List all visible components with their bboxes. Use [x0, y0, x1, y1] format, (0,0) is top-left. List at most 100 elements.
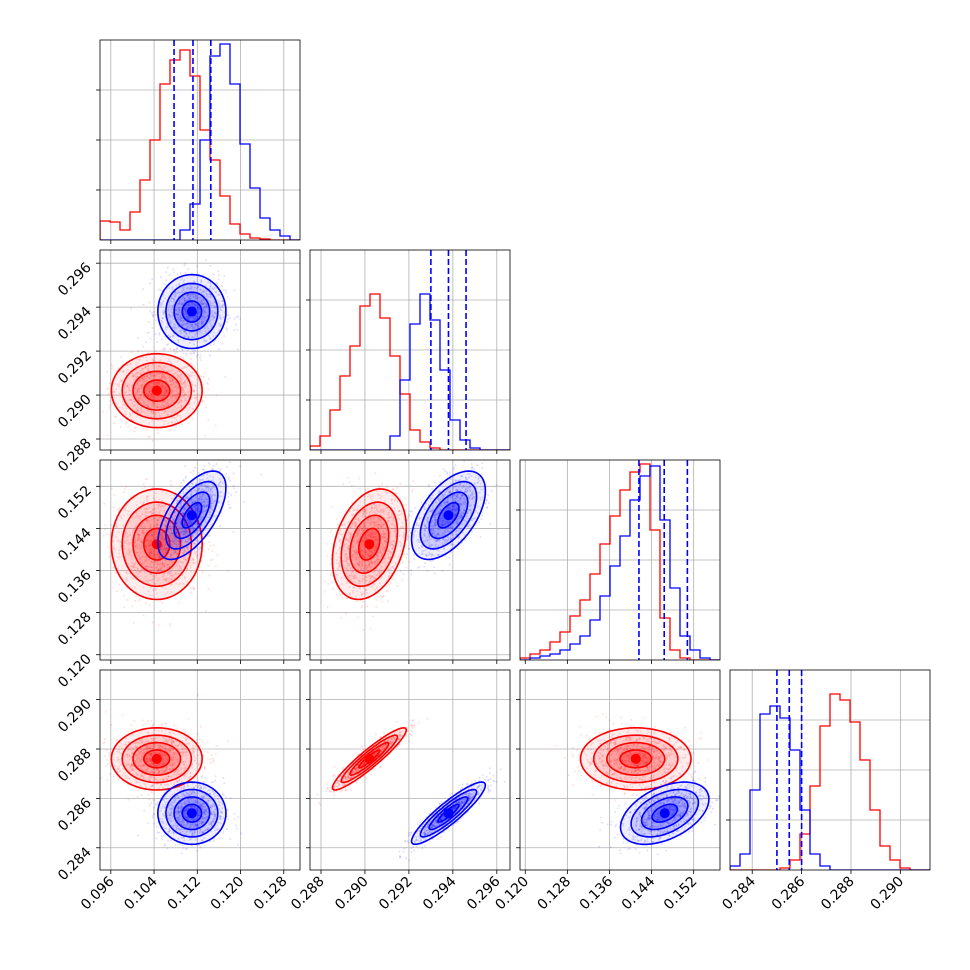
scatter-point: [201, 500, 204, 503]
scatter-point: [353, 490, 356, 493]
scatter-point: [179, 314, 182, 317]
scatter-point: [170, 572, 173, 575]
scatter-point: [368, 531, 371, 534]
scatter-point: [192, 586, 195, 589]
scatter-point: [239, 317, 242, 320]
scatter-point: [185, 505, 188, 508]
scatter-point: [204, 396, 207, 399]
scatter-point: [213, 316, 216, 319]
scatter-point: [391, 517, 394, 520]
scatter-point: [201, 478, 204, 481]
scatter-point: [370, 554, 373, 557]
scatter-point: [137, 384, 140, 387]
scatter-point: [132, 375, 135, 378]
scatter-point: [384, 546, 387, 549]
scatter-point: [349, 536, 352, 539]
scatter-point: [363, 556, 366, 559]
scatter-point: [142, 527, 145, 530]
scatter-point: [399, 482, 402, 485]
scatter-point: [173, 552, 176, 555]
scatter-point: [123, 605, 126, 608]
scatter-point: [208, 513, 211, 516]
scatter-point: [198, 320, 201, 323]
scatter-point: [183, 519, 186, 522]
scatter-point: [351, 501, 354, 504]
scatter-point: [357, 517, 360, 520]
scatter-point: [392, 577, 395, 580]
scatter-point: [344, 522, 347, 525]
scatter-point: [112, 365, 115, 368]
scatter-point: [326, 543, 329, 546]
scatter-point: [201, 516, 204, 519]
scatter-point: [134, 527, 137, 530]
scatter-point: [202, 478, 205, 481]
scatter-point: [362, 529, 365, 532]
scatter-point: [181, 301, 184, 304]
scatter-point: [204, 610, 207, 613]
scatter-point: [189, 304, 192, 307]
scatter-point: [183, 549, 186, 552]
panel-content: [100, 40, 300, 240]
scatter-point: [207, 461, 210, 464]
scatter-point: [187, 318, 190, 321]
scatter-point: [394, 497, 397, 500]
scatter-point: [169, 623, 172, 626]
scatter-point: [373, 536, 376, 539]
scatter-point: [153, 583, 156, 586]
scatter-point: [221, 304, 224, 307]
scatter-point: [218, 495, 221, 498]
scatter-point: [128, 549, 131, 552]
density-peak-series-0: [364, 539, 375, 550]
scatter-point: [203, 340, 206, 343]
scatter-point: [197, 497, 200, 500]
scatter-point: [203, 312, 206, 315]
scatter-point: [234, 323, 237, 326]
scatter-point: [203, 483, 206, 486]
scatter-point: [138, 533, 141, 536]
scatter-point: [339, 593, 342, 596]
scatter-point: [226, 466, 229, 469]
scatter-point: [138, 558, 141, 561]
scatter-point: [375, 531, 378, 534]
scatter-point: [166, 516, 169, 519]
scatter-point: [210, 504, 213, 507]
scatter-point: [139, 393, 142, 396]
scatter-point: [146, 409, 149, 412]
scatter-point: [182, 557, 185, 560]
scatter-point: [193, 505, 196, 508]
scatter-point: [173, 536, 176, 539]
scatter-point: [165, 387, 168, 390]
scatter-point: [142, 303, 145, 306]
scatter-point: [167, 598, 170, 601]
scatter-point: [351, 523, 354, 526]
scatter-point: [190, 507, 193, 510]
scatter-point: [183, 291, 186, 294]
scatter-point: [125, 576, 128, 579]
scatter-point: [323, 590, 326, 593]
scatter-point: [374, 537, 377, 540]
scatter-point: [141, 563, 144, 566]
scatter-point: [134, 539, 137, 542]
scatter-point: [139, 385, 142, 388]
scatter-point: [141, 376, 144, 379]
scatter-point: [163, 548, 166, 551]
scatter-point: [374, 577, 377, 580]
scatter-point: [190, 297, 193, 300]
scatter-point: [217, 329, 220, 332]
scatter-point: [168, 316, 171, 319]
scatter-point: [351, 570, 354, 573]
scatter-point: [163, 565, 166, 568]
scatter-point: [200, 301, 203, 304]
scatter-point: [139, 515, 142, 518]
scatter-point: [177, 316, 180, 319]
scatter-point: [192, 326, 195, 329]
scatter-point: [347, 539, 350, 542]
scatter-point: [178, 298, 181, 301]
scatter-point: [212, 306, 215, 309]
scatter-point: [145, 576, 148, 579]
scatter-point: [369, 496, 372, 499]
scatter-point: [184, 529, 187, 532]
scatter-point: [197, 322, 200, 325]
scatter-point: [179, 503, 182, 506]
scatter-point: [134, 541, 137, 544]
